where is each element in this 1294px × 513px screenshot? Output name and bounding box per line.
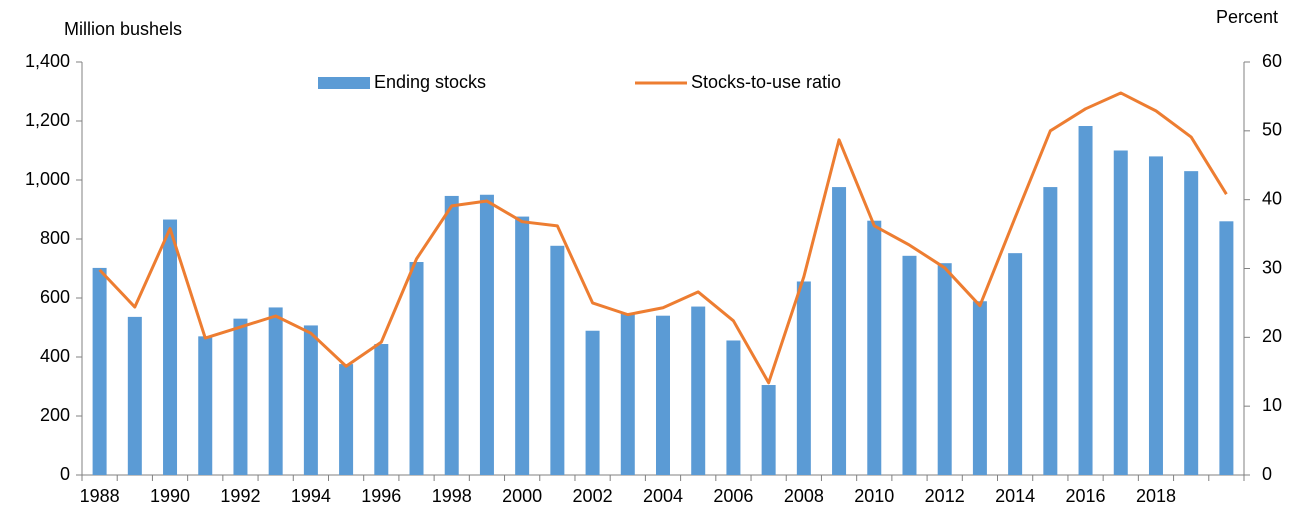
bar — [268, 307, 283, 475]
y-tick-label: 200 — [40, 405, 70, 425]
y-tick-label: 400 — [40, 346, 70, 366]
bar — [832, 187, 847, 475]
y2-tick-label: 10 — [1262, 395, 1282, 415]
x-tick-label: 2006 — [713, 486, 753, 506]
x-tick-label: 1988 — [80, 486, 120, 506]
x-tick-label: 1996 — [361, 486, 401, 506]
bar — [726, 340, 741, 475]
bar — [163, 219, 178, 475]
y-tick-label: 1,000 — [25, 169, 70, 189]
bar — [233, 318, 248, 475]
y-tick-label: 1,200 — [25, 110, 70, 130]
bar — [515, 216, 530, 475]
y2-tick-label: 20 — [1262, 326, 1282, 346]
y2-tick-label: 0 — [1262, 464, 1272, 484]
legend-label: Ending stocks — [374, 72, 486, 92]
bar — [902, 255, 917, 475]
y-tick-label: 0 — [60, 464, 70, 484]
line — [98, 91, 1228, 385]
bar — [972, 301, 987, 475]
bar — [796, 281, 811, 475]
bar — [1148, 156, 1163, 475]
x-tick-label: 2012 — [925, 486, 965, 506]
bar — [479, 194, 494, 475]
bar — [1184, 171, 1199, 475]
bar — [867, 220, 882, 475]
y-axis-title: Million bushels — [64, 19, 182, 39]
bar — [691, 306, 706, 475]
bar — [444, 195, 459, 475]
x-tick-label: 2016 — [1066, 486, 1106, 506]
x-tick-label: 2000 — [502, 486, 542, 506]
bar — [127, 316, 142, 475]
y2-tick-label: 40 — [1262, 188, 1282, 208]
x-tick-label: 2008 — [784, 486, 824, 506]
x-tick-label: 2004 — [643, 486, 683, 506]
bar — [1043, 187, 1058, 475]
bar — [198, 336, 213, 475]
x-tick-label: 1992 — [220, 486, 260, 506]
bar — [1078, 126, 1093, 475]
bar — [620, 313, 635, 475]
x-tick-label: 1994 — [291, 486, 331, 506]
x-tick-label: 2014 — [995, 486, 1035, 506]
x-tick-label: 2002 — [573, 486, 613, 506]
bar — [339, 364, 354, 475]
bar — [303, 325, 318, 475]
bar — [937, 263, 952, 475]
bar — [550, 245, 565, 475]
y-tick-label: 800 — [40, 228, 70, 248]
bar — [585, 330, 600, 475]
bar — [1113, 150, 1128, 475]
y2-tick-label: 50 — [1262, 120, 1282, 140]
y2-tick-label: 30 — [1262, 257, 1282, 277]
legend-swatch — [318, 77, 370, 89]
legend-label: Stocks-to-use ratio — [691, 72, 841, 92]
y2-axis-title: Percent — [1216, 7, 1278, 27]
y2-tick-label: 60 — [1262, 51, 1282, 71]
bar — [374, 344, 389, 475]
bar — [409, 262, 424, 475]
bar — [656, 315, 670, 475]
bar — [761, 385, 776, 475]
x-tick-label: 1990 — [150, 486, 190, 506]
y-tick-label: 600 — [40, 287, 70, 307]
x-tick-label: 2010 — [854, 486, 894, 506]
bar — [1008, 253, 1023, 475]
bar — [1219, 221, 1234, 475]
y-tick-label: 1,400 — [25, 51, 70, 71]
x-tick-label: 2018 — [1136, 486, 1176, 506]
x-tick-label: 1998 — [432, 486, 472, 506]
bar — [92, 267, 107, 475]
